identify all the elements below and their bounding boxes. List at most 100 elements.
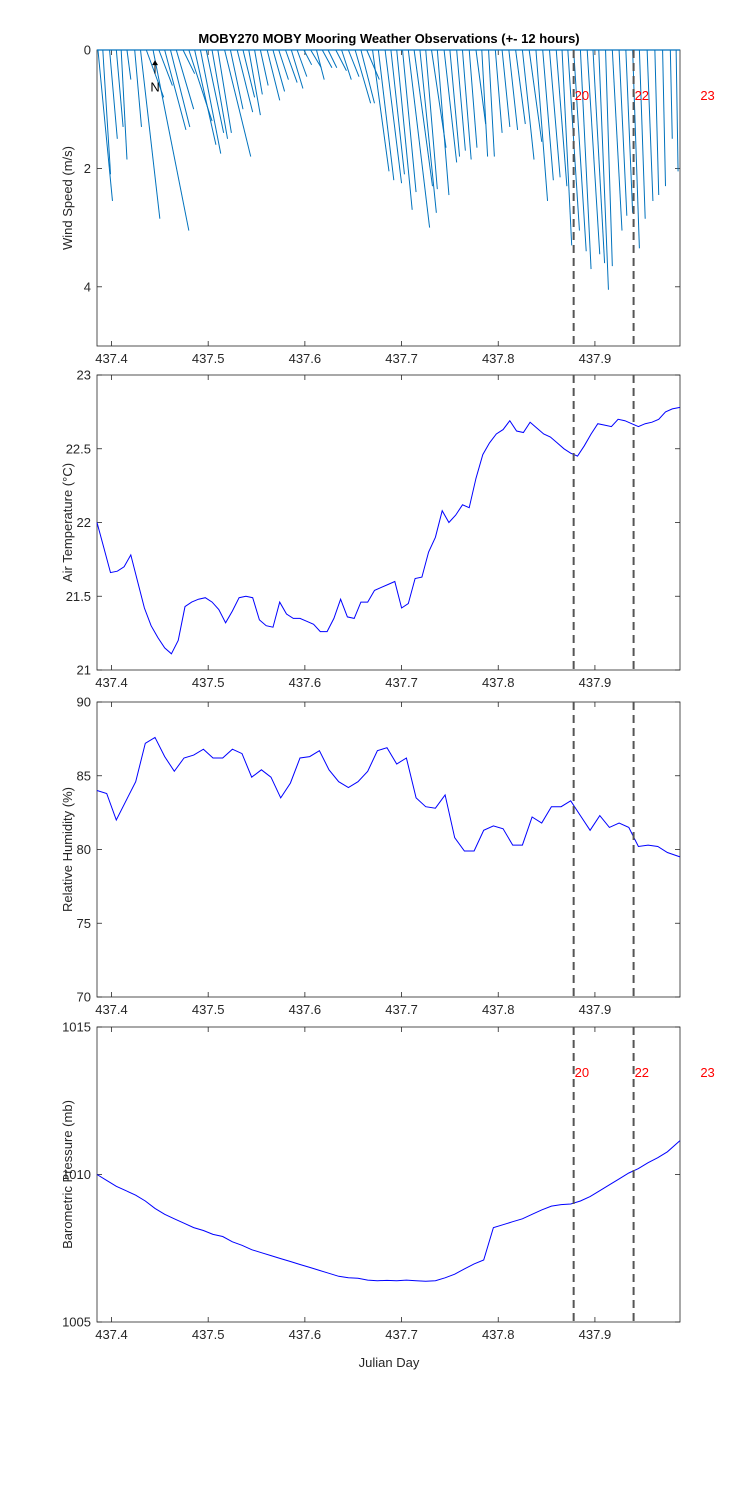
wind-stick — [456, 49, 466, 151]
wind-stick — [468, 49, 478, 148]
y-tick-label: 70 — [77, 990, 91, 1005]
wind-stick — [548, 49, 561, 178]
x-tick-label: 437.7 — [385, 1327, 418, 1342]
wind-stick — [341, 49, 352, 80]
wind-stick — [413, 49, 433, 187]
x-tick-label: 437.9 — [579, 1002, 612, 1017]
wind-stick — [205, 49, 225, 133]
wind-stick — [573, 49, 587, 252]
x-tick-label: 437.4 — [95, 1002, 128, 1017]
y-tick-label: 90 — [77, 695, 91, 710]
x-tick-label: 437.5 — [192, 1002, 225, 1017]
time-marker-label: 22 — [635, 88, 649, 103]
wind-stick — [327, 49, 338, 68]
x-tick-label: 437.8 — [482, 1327, 515, 1342]
x-tick-label: 437.7 — [385, 351, 418, 366]
wind-stick — [419, 49, 437, 213]
wind-stick — [259, 49, 269, 86]
wind-stick — [515, 49, 526, 125]
y-tick-label: 0 — [84, 43, 91, 58]
wind-stick — [449, 49, 461, 157]
axes-frame — [96, 701, 681, 998]
data-line — [96, 1140, 681, 1282]
y-axis-label: Barometric Pressure (mb) — [60, 1100, 75, 1249]
time-marker-label: 20 — [575, 1065, 589, 1080]
y-tick-label: 4 — [84, 279, 91, 294]
data-line — [96, 736, 681, 858]
data-line — [96, 406, 681, 655]
wind-stick — [140, 49, 161, 219]
wind-stick — [303, 49, 313, 66]
wind-stick — [508, 49, 519, 130]
y-axis-label: Air Temperature (°C) — [60, 463, 75, 582]
panels: 437.4 437.5 437.6 437.7 437.8 437.9 0 2 4 Wind Sp… — [60, 43, 715, 1343]
wind-stick — [236, 49, 254, 113]
wind-stick — [182, 49, 196, 74]
wind-stick — [555, 49, 568, 187]
wind-stick — [290, 49, 304, 89]
wind-stick — [618, 49, 628, 216]
wind-stick — [224, 49, 252, 157]
wind-stick — [366, 49, 380, 80]
wind-stick — [134, 49, 142, 128]
axes-frame — [96, 374, 681, 671]
x-tick-label: 437.4 — [95, 351, 128, 366]
wind-stick — [194, 49, 217, 145]
wind-stick — [669, 49, 673, 139]
y-tick-label: 80 — [77, 842, 91, 857]
wind-stick — [152, 49, 190, 231]
x-tick-label: 437.8 — [482, 351, 515, 366]
x-axis-label: Julian Day — [359, 1355, 420, 1370]
x-tick-label: 437.9 — [579, 1327, 612, 1342]
wind-stick — [384, 49, 403, 184]
wind-stick — [488, 49, 495, 157]
y-tick-label: 2 — [84, 161, 91, 176]
wind-stick — [175, 49, 195, 110]
figure-title: MOBY270 MOBY Mooring Weather Observation… — [198, 31, 579, 46]
wind-stick — [315, 49, 325, 80]
wind-stick — [285, 49, 298, 83]
x-tick-label: 437.4 — [95, 1327, 128, 1342]
panel-4: 437.4 437.5 437.6 437.7 437.8 437.9 1005 1010 10… — [60, 1020, 715, 1343]
wind-stick — [310, 49, 322, 69]
wind-stick — [592, 49, 606, 264]
x-tick-label: 437.6 — [289, 675, 322, 690]
wind-stick — [646, 49, 654, 201]
wind-stick — [567, 49, 580, 231]
x-tick-label: 437.6 — [289, 1327, 322, 1342]
axes-frame — [96, 49, 681, 347]
wind-stick — [199, 49, 222, 154]
wind-stick — [217, 49, 232, 133]
wind-stick — [535, 49, 549, 201]
wind-stick — [494, 49, 503, 133]
north-label: N — [150, 79, 159, 94]
wind-stick — [377, 49, 395, 181]
y-tick-label: 22.5 — [66, 441, 91, 456]
wind-stick — [654, 49, 660, 196]
wind-stick — [211, 49, 229, 139]
wind-stick — [347, 49, 360, 77]
wind-stick — [396, 49, 413, 210]
wind-stick — [402, 49, 417, 193]
y-tick-label: 75 — [77, 916, 91, 931]
wind-stick — [521, 49, 535, 160]
wind-stick — [501, 49, 511, 128]
wind-stick — [579, 49, 592, 270]
y-tick-label: 22 — [77, 515, 91, 530]
y-tick-label: 1010 — [62, 1167, 91, 1182]
wind-stick — [675, 49, 679, 172]
wind-stick — [321, 49, 333, 68]
x-tick-label: 437.9 — [579, 675, 612, 690]
wind-stick — [164, 49, 187, 131]
x-tick-label: 437.5 — [192, 675, 225, 690]
wind-stick — [278, 49, 289, 80]
wind-stick — [372, 49, 390, 172]
wind-stick — [254, 49, 263, 95]
north-arrowhead-icon — [152, 60, 159, 66]
time-marker-label: 22 — [635, 1065, 649, 1080]
wind-stick — [115, 49, 124, 128]
wind-stick — [158, 49, 173, 86]
x-tick-label: 437.7 — [385, 675, 418, 690]
wind-stick — [407, 49, 431, 228]
